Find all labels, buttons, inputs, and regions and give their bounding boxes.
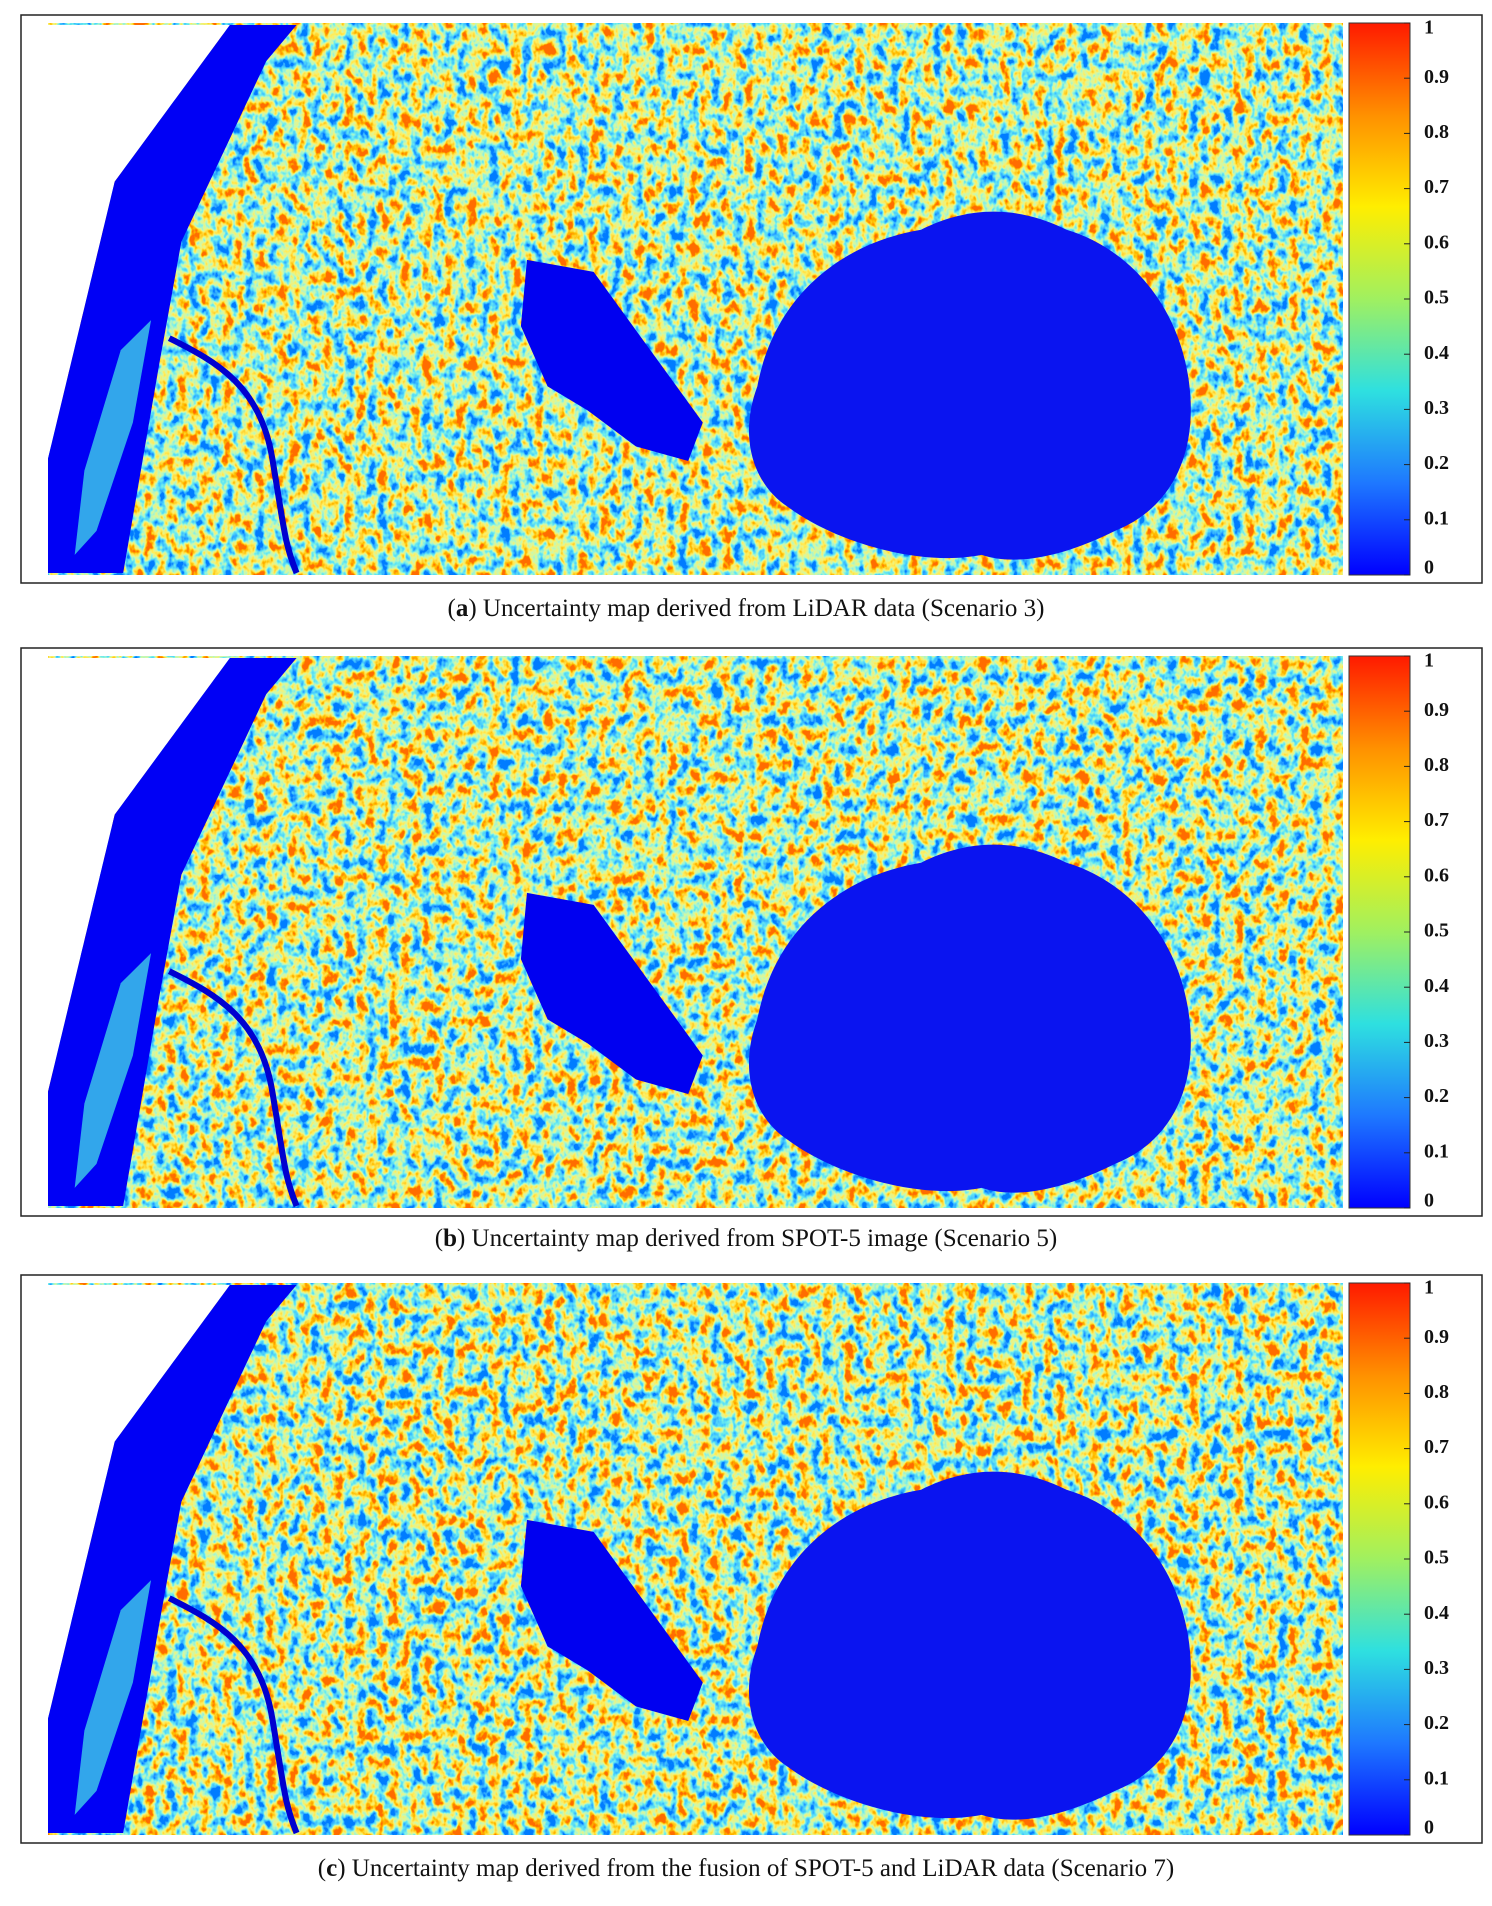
colorbar-tick-label: 1 bbox=[1424, 650, 1434, 672]
outside-area bbox=[48, 25, 230, 459]
colorbar-tick-label: 0.2 bbox=[1424, 452, 1449, 474]
canal bbox=[167, 1595, 300, 1835]
river-island bbox=[74, 320, 152, 555]
caption-label: b bbox=[443, 1225, 457, 1252]
colorbar bbox=[1348, 655, 1411, 1209]
caption-text: ) Uncertainty map derived from LiDAR dat… bbox=[468, 595, 1044, 622]
colorbar-tick-label: 1 bbox=[1424, 17, 1434, 39]
colorbar-tick-label: 0.9 bbox=[1424, 1326, 1449, 1348]
colorbar-tick-label: 0.6 bbox=[1424, 1491, 1449, 1513]
outside-area bbox=[48, 658, 230, 1092]
outside-area bbox=[48, 1285, 230, 1719]
colorbar-tick-label: 0.6 bbox=[1424, 864, 1449, 886]
caption-text: ) Uncertainty map derived from SPOT-5 im… bbox=[457, 1225, 1057, 1252]
canal bbox=[167, 968, 300, 1208]
lake bbox=[520, 259, 703, 461]
caption-open: ( bbox=[435, 1225, 443, 1252]
caption-label: a bbox=[456, 595, 469, 622]
colorbar-tick-label: 0.5 bbox=[1424, 287, 1449, 309]
lake bbox=[520, 1519, 703, 1721]
map-features bbox=[48, 658, 1191, 1208]
colorbar-tick-label: 0.8 bbox=[1424, 754, 1449, 776]
colorbar-tick-label: 0 bbox=[1424, 1190, 1434, 1212]
colorbar bbox=[1348, 1282, 1411, 1836]
colorbar-tick-label: 0.5 bbox=[1424, 920, 1449, 942]
caption: (a) Uncertainty map derived from LiDAR d… bbox=[447, 595, 1044, 622]
map-features bbox=[48, 25, 1191, 575]
river-island bbox=[74, 1580, 152, 1815]
forest bbox=[748, 211, 1191, 560]
colorbar-tick-label: 0.2 bbox=[1424, 1085, 1449, 1107]
colorbar-tick-label: 0.4 bbox=[1424, 1602, 1449, 1624]
forest bbox=[748, 1471, 1191, 1820]
canal bbox=[167, 335, 300, 575]
colorbar-tick-label: 0.1 bbox=[1424, 507, 1449, 529]
colorbar-tick-label: 0 bbox=[1424, 1817, 1434, 1839]
caption: (c) Uncertainty map derived from the fus… bbox=[318, 1855, 1175, 1882]
colorbar-tick-label: 0.7 bbox=[1424, 809, 1449, 831]
colorbar-tick-label: 0.4 bbox=[1424, 342, 1449, 364]
colorbar-tick-label: 0.8 bbox=[1424, 121, 1449, 143]
colorbar-tick-label: 0.9 bbox=[1424, 699, 1449, 721]
panel: 0 0.1 0.2 0.3 0.4 0.5 0.6 0.7 0.8 0.9 1 bbox=[20, 647, 1483, 1217]
colorbar-tick-label: 0.7 bbox=[1424, 176, 1449, 198]
colorbar-tick-label: 0 bbox=[1424, 557, 1434, 579]
colorbar-tick-label: 0.1 bbox=[1424, 1767, 1449, 1789]
colorbar-tick-label: 0.6 bbox=[1424, 231, 1449, 253]
caption-open: ( bbox=[318, 1855, 326, 1882]
colorbar-tick-label: 0.1 bbox=[1424, 1140, 1449, 1162]
caption-label: c bbox=[326, 1855, 337, 1882]
map-features bbox=[48, 1285, 1191, 1835]
colorbar-tick-label: 0.4 bbox=[1424, 975, 1449, 997]
colorbar-tick-label: 0.7 bbox=[1424, 1436, 1449, 1458]
caption: (b) Uncertainty map derived from SPOT-5 … bbox=[435, 1225, 1058, 1252]
colorbar-tick-label: 0.8 bbox=[1424, 1381, 1449, 1403]
colorbar-tick-label: 0.3 bbox=[1424, 397, 1449, 419]
colorbar-tick-label: 0.3 bbox=[1424, 1657, 1449, 1679]
colorbar-tick-label: 0.3 bbox=[1424, 1030, 1449, 1052]
colorbar-tick-label: 0.5 bbox=[1424, 1547, 1449, 1569]
colorbar-tick-label: 1 bbox=[1424, 1277, 1434, 1299]
lake bbox=[520, 892, 703, 1094]
panel: 0 0.1 0.2 0.3 0.4 0.5 0.6 0.7 0.8 0.9 1 bbox=[20, 14, 1483, 584]
panel: 0 0.1 0.2 0.3 0.4 0.5 0.6 0.7 0.8 0.9 1 bbox=[20, 1274, 1483, 1844]
forest bbox=[748, 844, 1191, 1193]
river-island bbox=[74, 953, 152, 1188]
colorbar-tick-label: 0.9 bbox=[1424, 66, 1449, 88]
colorbar-tick-label: 0.2 bbox=[1424, 1712, 1449, 1734]
caption-open: ( bbox=[447, 595, 455, 622]
colorbar bbox=[1348, 22, 1411, 576]
caption-text: ) Uncertainty map derived from the fusio… bbox=[337, 1855, 1174, 1882]
